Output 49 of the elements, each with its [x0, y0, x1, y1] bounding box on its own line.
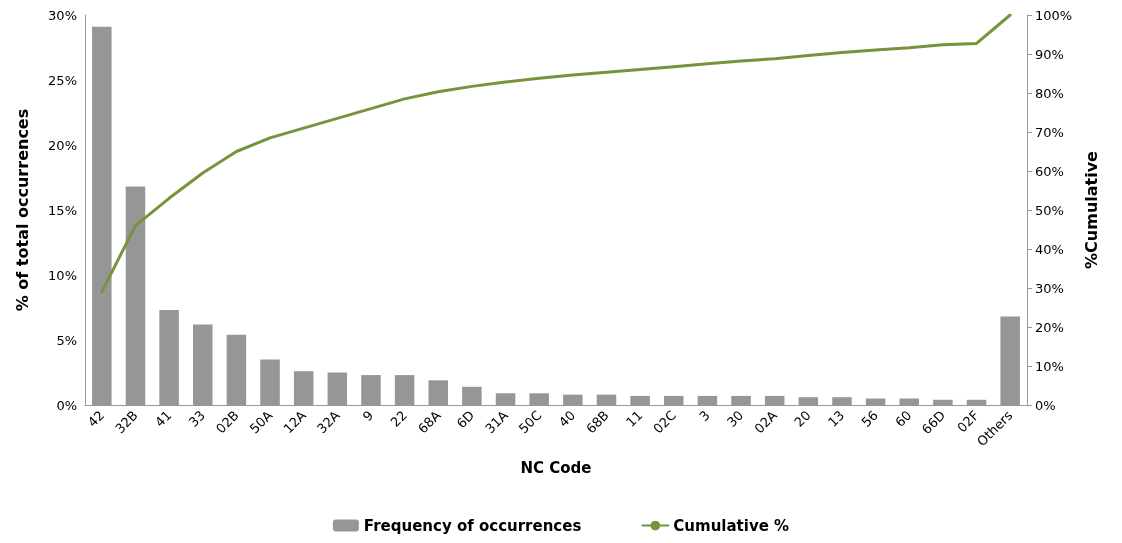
y-tick-label: 15%: [48, 202, 77, 218]
y-tick-label: 0%: [56, 397, 77, 413]
y2-tick-label: 50%: [1035, 202, 1064, 218]
x-tick-label: 40: [555, 407, 579, 430]
y2-tick-label: 90%: [1035, 46, 1064, 62]
x-tick-label: 42: [84, 407, 108, 430]
x-tick-label: 02A: [751, 407, 781, 437]
x-tick-label: 6D: [453, 407, 478, 432]
x-tick-label: 56: [858, 407, 881, 430]
y-tick-label: 20%: [48, 137, 77, 153]
y2-tick-label: 20%: [1035, 319, 1064, 335]
y2-tick-label: 10%: [1035, 358, 1064, 374]
y2-tick-label: 80%: [1035, 85, 1064, 101]
x-tick-label: 33: [185, 407, 209, 430]
y-tick-label: 30%: [48, 7, 77, 23]
y2-tick-label: 70%: [1035, 124, 1064, 140]
x-tick-label: 11: [623, 407, 646, 430]
x-tick-label: 60: [892, 407, 915, 430]
y-axis-title: % of total occurrences: [12, 108, 32, 312]
x-tick-label: 9: [359, 407, 377, 425]
x-tick-label: 3: [696, 407, 713, 425]
x-tick-label: 41: [152, 407, 175, 430]
y2-tick-label: 30%: [1035, 280, 1064, 296]
y-tick-label: 25%: [48, 72, 77, 88]
x-tick-label: 22: [387, 407, 410, 430]
y2-tick-label: 40%: [1035, 241, 1064, 257]
line-series: [100, 13, 1012, 294]
x-tick-label: 02B: [213, 407, 242, 437]
y2-tick-label: 100%: [1035, 7, 1073, 23]
legend-label: Frequency of occurrences: [363, 516, 582, 535]
x-tick-label: 68B: [583, 407, 612, 437]
x-tick-label: 68A: [414, 407, 444, 437]
x-tick-label: 66D: [918, 407, 949, 438]
x-tick-label: 02F: [954, 407, 982, 436]
x-tick-label: 50A: [246, 407, 276, 437]
y2-tick-label: 0%: [1035, 397, 1056, 413]
legend-label: Cumulative %: [673, 516, 790, 535]
y-tick-label: 5%: [56, 332, 77, 348]
y2-tick-label: 60%: [1035, 163, 1064, 179]
x-tick-label: 31A: [482, 407, 511, 437]
x-tick-label: 32B: [112, 407, 141, 437]
y-tick-label: 10%: [48, 267, 77, 283]
x-tick-label: 12A: [280, 407, 310, 437]
x-tick-label: 30: [724, 407, 747, 430]
x-tick-label: 20: [791, 407, 814, 430]
x-tick-label: 32A: [314, 407, 343, 437]
x-tick-label: 13: [824, 407, 848, 430]
y2-axis-title: %Cumulative: [1081, 150, 1101, 269]
x-axis-title: NC Code: [520, 458, 592, 477]
